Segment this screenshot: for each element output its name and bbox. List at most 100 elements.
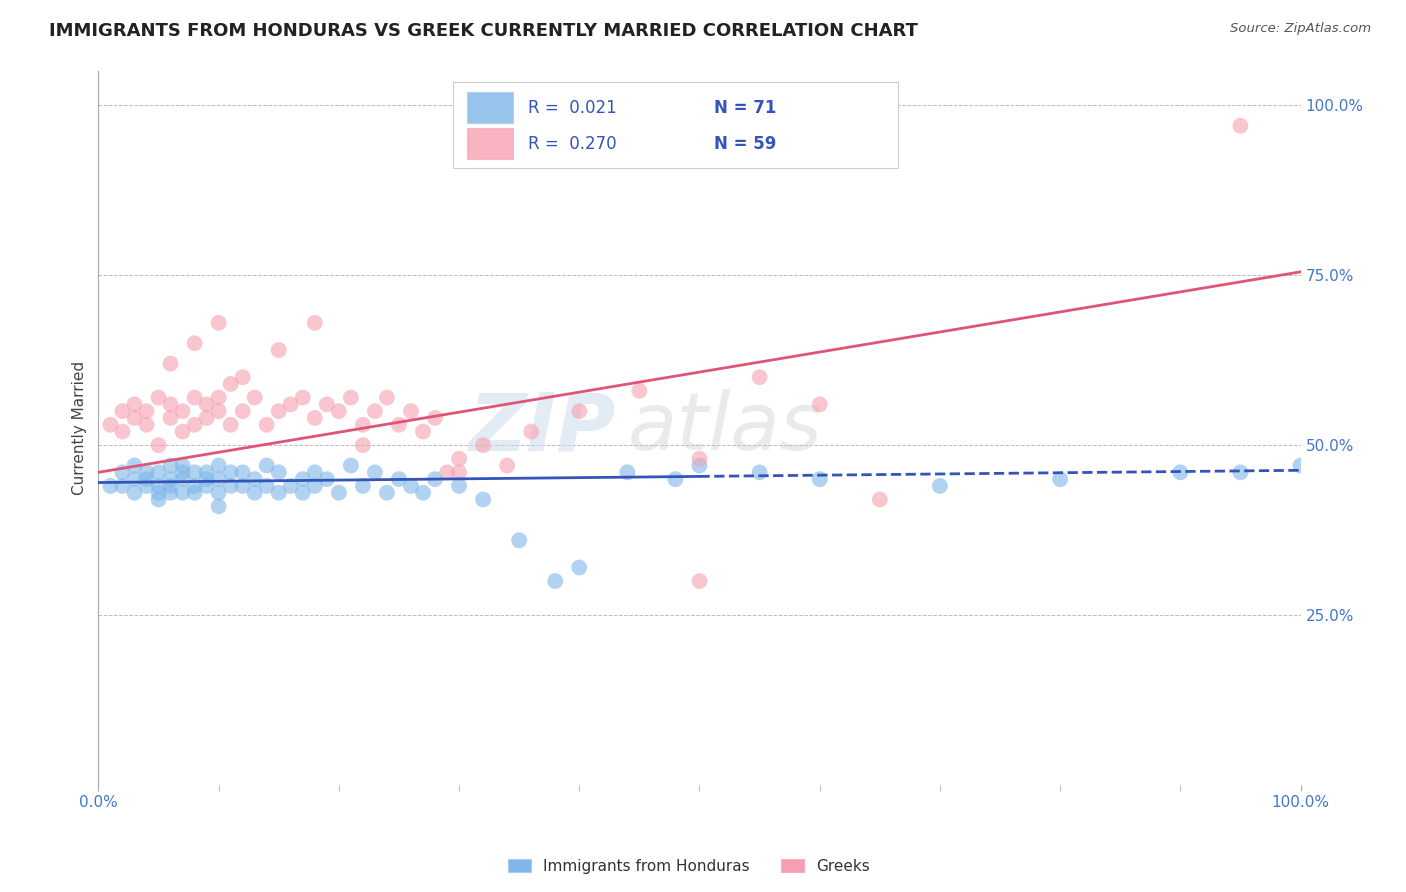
Point xyxy=(388,417,411,432)
Point xyxy=(195,466,218,480)
Point xyxy=(1229,466,1251,480)
Point xyxy=(1170,466,1192,480)
Point xyxy=(159,485,181,500)
Point xyxy=(928,479,950,493)
Point xyxy=(219,479,242,493)
Point xyxy=(808,397,831,411)
Point xyxy=(304,411,326,425)
Point xyxy=(111,466,134,480)
Point xyxy=(159,397,181,411)
Point xyxy=(304,466,326,480)
Point xyxy=(172,404,194,418)
Point xyxy=(436,466,458,480)
Point xyxy=(423,411,446,425)
Point xyxy=(267,343,290,357)
Point xyxy=(1229,119,1251,133)
Point xyxy=(100,417,122,432)
Point xyxy=(183,479,205,493)
Point xyxy=(111,404,134,418)
Point xyxy=(159,411,181,425)
Point xyxy=(267,466,290,480)
Point xyxy=(135,404,157,418)
Point xyxy=(364,404,387,418)
Point xyxy=(159,479,181,493)
Point xyxy=(388,472,411,486)
Point xyxy=(628,384,651,398)
Point xyxy=(124,472,146,486)
FancyBboxPatch shape xyxy=(467,128,513,159)
Point xyxy=(124,458,146,473)
Point xyxy=(315,397,337,411)
Point xyxy=(256,417,278,432)
Text: N = 59: N = 59 xyxy=(714,136,776,153)
Point xyxy=(423,472,446,486)
Point xyxy=(183,485,205,500)
Point xyxy=(111,479,134,493)
Point xyxy=(208,391,231,405)
Point xyxy=(315,472,337,486)
Point xyxy=(472,492,495,507)
Point xyxy=(195,472,218,486)
Point xyxy=(172,472,194,486)
Point xyxy=(375,485,398,500)
Point xyxy=(664,472,686,486)
Point xyxy=(183,466,205,480)
Point xyxy=(219,376,242,391)
Point xyxy=(352,417,374,432)
Point xyxy=(340,391,363,405)
Point xyxy=(172,485,194,500)
FancyBboxPatch shape xyxy=(467,92,513,123)
Point xyxy=(100,479,122,493)
Point xyxy=(148,391,170,405)
Point xyxy=(135,479,157,493)
Point xyxy=(219,466,242,480)
Point xyxy=(364,466,387,480)
Point xyxy=(328,485,350,500)
Point xyxy=(124,411,146,425)
Point xyxy=(232,370,254,384)
Point xyxy=(1289,458,1312,473)
Point xyxy=(304,479,326,493)
Point xyxy=(243,391,266,405)
Legend: Immigrants from Honduras, Greeks: Immigrants from Honduras, Greeks xyxy=(502,853,876,880)
Point xyxy=(508,533,530,548)
Point xyxy=(172,466,194,480)
Point xyxy=(568,560,591,574)
Point xyxy=(135,466,157,480)
Point xyxy=(808,472,831,486)
Point xyxy=(111,425,134,439)
Point xyxy=(159,472,181,486)
Point xyxy=(172,425,194,439)
Text: N = 71: N = 71 xyxy=(714,100,776,118)
Point xyxy=(159,458,181,473)
Y-axis label: Currently Married: Currently Married xyxy=(72,361,87,495)
Point xyxy=(183,336,205,351)
Point xyxy=(148,479,170,493)
Point xyxy=(208,316,231,330)
Point xyxy=(496,458,519,473)
Point xyxy=(135,472,157,486)
Point xyxy=(159,357,181,371)
Point xyxy=(544,574,567,588)
Point xyxy=(208,485,231,500)
Point xyxy=(520,425,543,439)
Point xyxy=(340,458,363,473)
Point xyxy=(208,404,231,418)
Point xyxy=(375,391,398,405)
Text: atlas: atlas xyxy=(627,389,823,467)
Point xyxy=(280,479,302,493)
Point xyxy=(148,438,170,452)
Point xyxy=(195,397,218,411)
Point xyxy=(304,316,326,330)
Point xyxy=(256,458,278,473)
Point xyxy=(148,485,170,500)
Point xyxy=(689,574,711,588)
Point xyxy=(352,479,374,493)
Point xyxy=(291,485,314,500)
Point xyxy=(124,485,146,500)
Point xyxy=(232,466,254,480)
Point xyxy=(447,479,470,493)
Point xyxy=(280,397,302,411)
Point xyxy=(267,404,290,418)
Point xyxy=(243,485,266,500)
